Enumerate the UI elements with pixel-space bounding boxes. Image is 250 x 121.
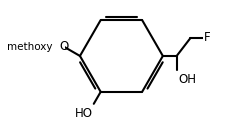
Text: OH: OH <box>177 72 195 86</box>
Text: F: F <box>204 31 210 45</box>
Text: methoxy: methoxy <box>7 42 52 52</box>
Text: HO: HO <box>74 107 92 120</box>
Text: O: O <box>60 41 69 53</box>
